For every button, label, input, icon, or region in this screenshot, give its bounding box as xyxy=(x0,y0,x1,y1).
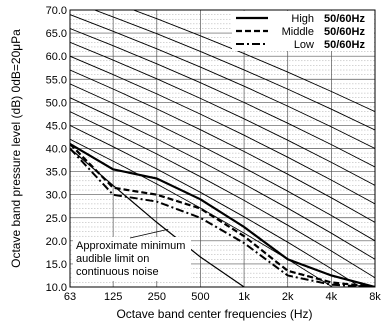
reference-curve-2 xyxy=(70,111,375,279)
legend-frequency-middle: 50/60Hz xyxy=(324,26,365,38)
x-tick-label: 8k xyxy=(369,291,381,303)
reference-curve-1 xyxy=(70,124,362,287)
reference-curve-7 xyxy=(70,41,375,186)
reference-curve-10 xyxy=(93,10,375,131)
series-line-middle xyxy=(70,143,375,287)
x-tick-label: 2k xyxy=(282,291,294,303)
legend-label-low: Low xyxy=(294,39,314,51)
y-tick-label: 65.0 xyxy=(46,28,67,40)
legend-label-middle: Middle xyxy=(282,26,314,38)
series-line-high xyxy=(70,142,375,287)
y-tick-label: 70.0 xyxy=(46,5,67,17)
reference-curve-6 xyxy=(70,55,375,205)
x-tick-label: 4k xyxy=(326,291,338,303)
reference-curve-3 xyxy=(70,97,375,260)
x-tick-label: 125 xyxy=(104,291,122,303)
reference-curve-5 xyxy=(70,69,375,223)
reference-curve-0 xyxy=(70,138,334,287)
y-tick-label: 30.0 xyxy=(46,190,67,202)
y-axis-title: Octave band pressure level (dB) 0dB=20μP… xyxy=(9,29,23,268)
reference-curve-9 xyxy=(70,14,375,149)
reference-curve-4 xyxy=(70,83,375,242)
y-tick-label: 25.0 xyxy=(46,213,67,225)
y-tick-label: 20.0 xyxy=(46,236,67,248)
x-tick-label: 500 xyxy=(191,291,209,303)
reference-curve-8 xyxy=(70,28,375,168)
y-tick-label: 45.0 xyxy=(46,120,67,132)
x-tick-label: 1k xyxy=(238,291,250,303)
x-axis-title: Octave band center frequencies (Hz) xyxy=(116,307,312,321)
y-tick-label: 15.0 xyxy=(46,259,67,271)
annotation-background xyxy=(73,237,191,281)
plot-frame xyxy=(69,9,376,288)
y-tick-label: 50.0 xyxy=(46,97,67,109)
legend-frequency-high: 50/60Hz xyxy=(324,13,365,25)
x-tick-label: 63 xyxy=(64,291,76,303)
annotation-line-2: audible limit on xyxy=(76,253,149,265)
annotation-line-1: Approximate minimum xyxy=(76,240,185,252)
annotation-leader xyxy=(129,228,169,239)
y-tick-label: 10.0 xyxy=(46,282,67,294)
y-tick-label: 60.0 xyxy=(46,51,67,63)
y-tick-label: 40.0 xyxy=(46,144,67,156)
reference-curves xyxy=(70,10,375,287)
series-line-low xyxy=(70,147,375,287)
x-tick-label: 250 xyxy=(148,291,166,303)
hearing-limit-curve xyxy=(70,148,246,287)
y-tick-label: 35.0 xyxy=(46,167,67,179)
legend-frequency-low: 50/60Hz xyxy=(324,39,365,51)
reference-curve-11 xyxy=(132,10,375,113)
y-tick-label: 55.0 xyxy=(46,74,67,86)
legend-label-high: High xyxy=(291,13,314,25)
annotation-line-3: continuous noise xyxy=(76,266,159,278)
